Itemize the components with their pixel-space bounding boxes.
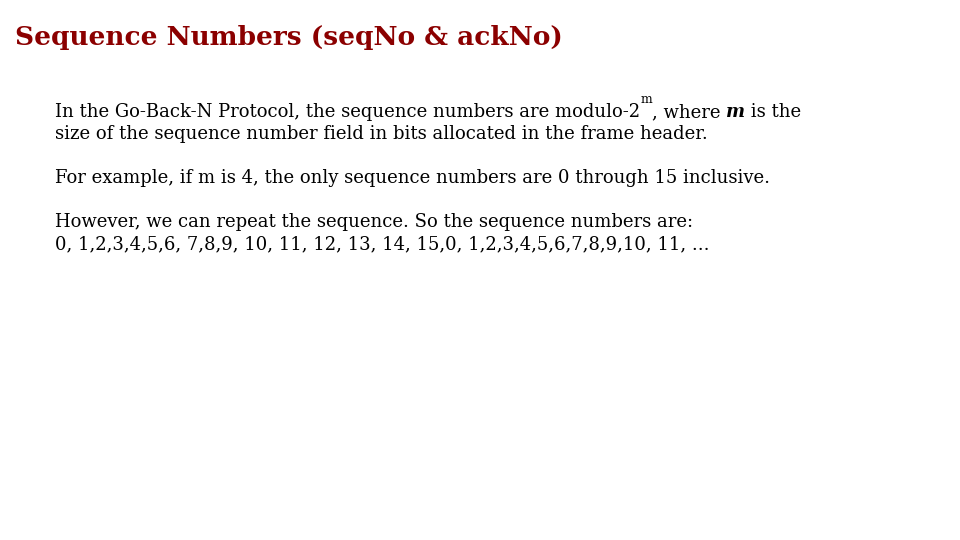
Text: , where: , where <box>652 103 726 121</box>
Text: Sequence Numbers (seqNo & ackNo): Sequence Numbers (seqNo & ackNo) <box>15 25 563 51</box>
Text: is the: is the <box>745 103 802 121</box>
Text: For example, if m is 4, the only sequence numbers are 0 through 15 inclusive.: For example, if m is 4, the only sequenc… <box>55 169 770 187</box>
Text: size of the sequence number field in bits allocated in the frame header.: size of the sequence number field in bit… <box>55 125 708 143</box>
Text: However, we can repeat the sequence. So the sequence numbers are:: However, we can repeat the sequence. So … <box>55 213 693 231</box>
Text: m: m <box>640 93 652 106</box>
Text: m: m <box>726 103 745 121</box>
Text: 0, 1,2,3,4,5,6, 7,8,9, 10, 11, 12, 13, 14, 15,0, 1,2,3,4,5,6,7,8,9,10, 11, ...: 0, 1,2,3,4,5,6, 7,8,9, 10, 11, 12, 13, 1… <box>55 235 709 253</box>
Text: In the Go-Back-N Protocol, the sequence numbers are modulo-2: In the Go-Back-N Protocol, the sequence … <box>55 103 640 121</box>
